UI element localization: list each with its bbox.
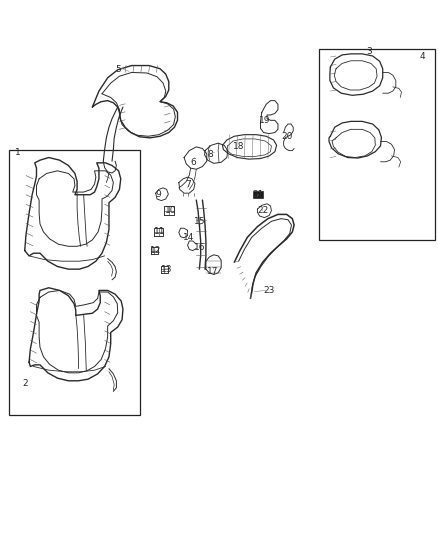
Text: 8: 8 (207, 150, 213, 159)
Text: 2: 2 (22, 379, 28, 388)
Text: 1: 1 (15, 148, 21, 157)
Text: 17: 17 (207, 268, 218, 276)
Text: 19: 19 (259, 116, 271, 125)
Text: 3: 3 (367, 47, 372, 55)
Text: 15: 15 (194, 217, 205, 226)
Bar (253, 191, 263, 198)
Text: 13: 13 (161, 265, 173, 273)
Text: 12: 12 (150, 246, 161, 255)
Text: 18: 18 (233, 142, 244, 151)
Text: 22: 22 (257, 206, 268, 215)
Bar (10, 150, 141, 415)
Text: 5: 5 (116, 66, 121, 74)
Text: 20: 20 (281, 132, 292, 141)
Text: 7: 7 (186, 180, 191, 189)
Text: 11: 11 (154, 228, 166, 237)
Bar (319, 49, 435, 240)
Text: 10: 10 (165, 206, 177, 215)
Text: 4: 4 (419, 52, 425, 61)
Text: 6: 6 (190, 158, 196, 167)
Text: 16: 16 (194, 244, 205, 253)
Text: 23: 23 (264, 286, 275, 295)
Text: 9: 9 (155, 190, 161, 199)
Text: 14: 14 (183, 233, 194, 242)
Text: 21: 21 (253, 190, 264, 199)
